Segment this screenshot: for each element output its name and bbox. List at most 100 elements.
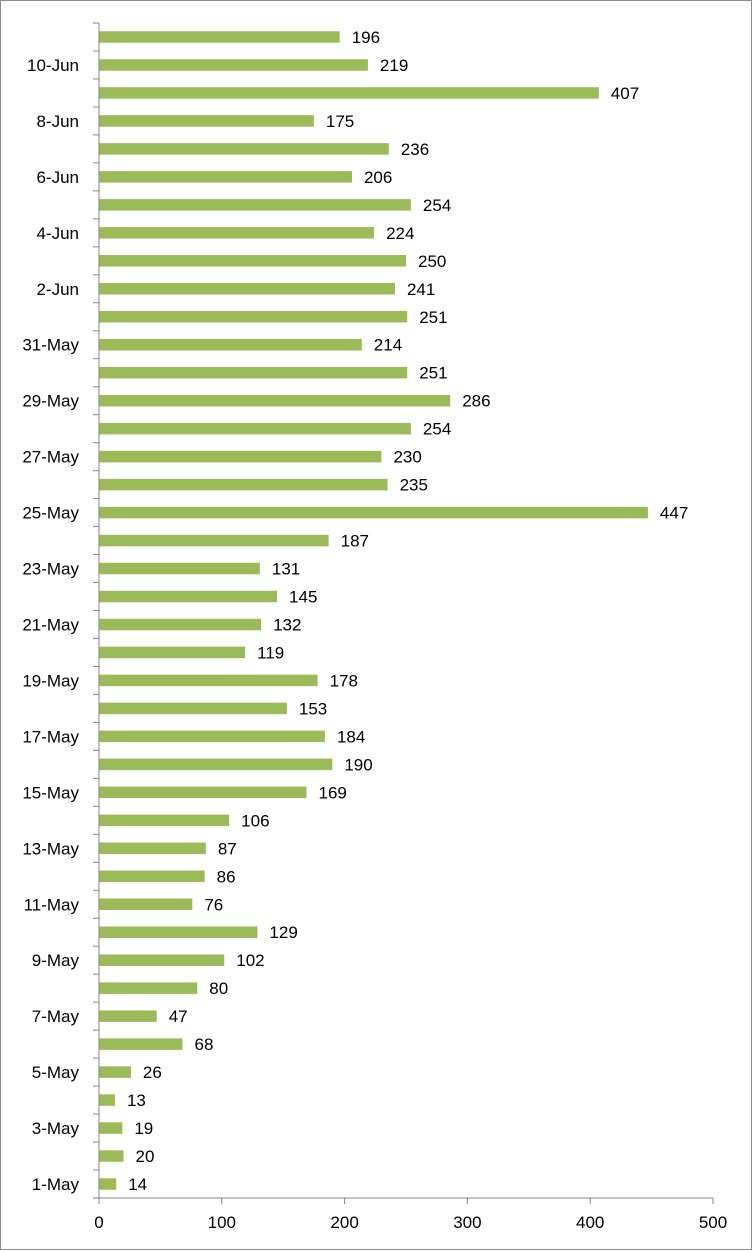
- y-tick-label-27-May: 27-May: [22, 448, 79, 467]
- y-tick-label-3-May: 3-May: [32, 1119, 80, 1138]
- data-label-25-May: 447: [660, 504, 688, 523]
- bar-4-May: [99, 1094, 115, 1106]
- y-tick-label-10-Jun: 10-Jun: [27, 56, 79, 75]
- data-label-13-May: 87: [218, 839, 237, 858]
- bar-20-May: [99, 646, 246, 659]
- bar-10-May: [99, 926, 258, 938]
- x-tick-label-300: 300: [453, 1213, 481, 1232]
- data-label-4-Jun: 224: [386, 224, 414, 243]
- bar-8-Jun: [99, 115, 314, 127]
- data-label-20-May: 119: [257, 643, 284, 662]
- bar-27-May: [99, 450, 382, 463]
- bar-16-May: [99, 758, 333, 771]
- bar-7-Jun: [99, 143, 389, 155]
- bar-12-May: [99, 870, 205, 883]
- data-label-11-Jun: 196: [352, 28, 380, 47]
- y-tick-label-8-Jun: 8-Jun: [36, 112, 79, 131]
- bar-15-May: [99, 786, 307, 799]
- data-label-3-Jun: 250: [418, 252, 446, 271]
- x-tick-label-400: 400: [576, 1213, 604, 1232]
- y-tick-label-31-May: 31-May: [22, 336, 79, 355]
- bar-25-May: [99, 506, 648, 519]
- y-tick-label-6-Jun: 6-Jun: [36, 168, 79, 187]
- data-label-18-May: 153: [299, 699, 327, 718]
- data-label-19-May: 178: [330, 671, 358, 690]
- y-tick-label-21-May: 21-May: [22, 615, 79, 634]
- bar-21-May: [99, 618, 262, 631]
- bar-30-May: [99, 366, 408, 379]
- data-label-6-Jun: 206: [364, 168, 392, 187]
- y-tick-label-25-May: 25-May: [22, 504, 79, 523]
- bar-5-May: [99, 1066, 131, 1078]
- data-label-30-May: 251: [419, 364, 447, 383]
- bar-3-Jun: [99, 255, 406, 267]
- data-label-5-Jun: 254: [423, 196, 451, 215]
- bar-13-May: [99, 842, 206, 855]
- bar-1-May: [99, 1178, 117, 1190]
- bar-11-May: [99, 898, 193, 910]
- y-tick-label-4-Jun: 4-Jun: [36, 224, 79, 243]
- bar-26-May: [99, 478, 388, 491]
- data-label-23-May: 131: [272, 560, 300, 579]
- y-tick-label-7-May: 7-May: [32, 1007, 80, 1026]
- bar-14-May: [99, 814, 230, 827]
- data-label-17-May: 184: [337, 727, 365, 746]
- data-label-15-May: 169: [319, 783, 347, 802]
- y-tick-label-9-May: 9-May: [32, 951, 80, 970]
- data-label-7-Jun: 236: [401, 140, 429, 159]
- y-tick-label-11-May: 11-May: [24, 895, 80, 914]
- bar-2-Jun: [99, 283, 395, 295]
- data-label-2-May: 20: [136, 1147, 155, 1166]
- data-label-9-Jun: 407: [611, 84, 639, 103]
- bar-18-May: [99, 702, 287, 715]
- bar-2-May: [99, 1150, 124, 1162]
- y-tick-label-29-May: 29-May: [22, 392, 79, 411]
- data-label-6-May: 68: [195, 1035, 214, 1054]
- data-label-12-May: 86: [217, 867, 236, 886]
- data-label-1-May: 14: [128, 1175, 147, 1194]
- bar-6-Jun: [99, 171, 352, 183]
- x-tick-label-500: 500: [699, 1213, 727, 1232]
- bar-10-Jun: [99, 59, 368, 71]
- y-tick-label-17-May: 17-May: [22, 727, 79, 746]
- y-tick-label-13-May: 13-May: [22, 839, 79, 858]
- data-label-4-May: 13: [127, 1091, 146, 1110]
- bar-23-May: [99, 562, 260, 575]
- data-label-26-May: 235: [400, 476, 428, 495]
- bar-31-May: [99, 338, 362, 351]
- bar-5-Jun: [99, 199, 411, 211]
- data-label-1-Jun: 251: [419, 308, 447, 327]
- data-label-24-May: 187: [341, 532, 369, 551]
- data-label-29-May: 286: [462, 392, 490, 411]
- data-label-8-May: 80: [209, 979, 228, 998]
- data-label-5-May: 26: [143, 1063, 162, 1082]
- data-label-21-May: 132: [273, 615, 301, 634]
- y-tick-label-23-May: 23-May: [22, 560, 79, 579]
- data-label-31-May: 214: [374, 336, 402, 355]
- x-tick-label-0: 0: [94, 1213, 103, 1232]
- bar-17-May: [99, 730, 325, 743]
- data-label-16-May: 190: [344, 755, 372, 774]
- bar-29-May: [99, 394, 451, 407]
- data-label-8-Jun: 175: [326, 112, 354, 131]
- bar-19-May: [99, 674, 318, 687]
- data-label-9-May: 102: [236, 951, 264, 970]
- bar-9-May: [99, 954, 225, 966]
- data-label-22-May: 145: [289, 588, 317, 607]
- data-label-10-Jun: 219: [380, 56, 408, 75]
- data-label-7-May: 47: [169, 1007, 188, 1026]
- bar-24-May: [99, 534, 329, 547]
- bar-8-May: [99, 982, 198, 994]
- data-label-14-May: 106: [241, 811, 269, 830]
- data-label-27-May: 230: [393, 448, 421, 467]
- y-tick-label-1-May: 1-May: [32, 1175, 80, 1194]
- x-tick-label-200: 200: [330, 1213, 358, 1232]
- data-label-3-May: 19: [134, 1119, 153, 1138]
- bar-9-Jun: [99, 87, 599, 99]
- y-tick-label-15-May: 15-May: [22, 783, 79, 802]
- bar-1-Jun: [99, 311, 408, 323]
- bar-22-May: [99, 590, 278, 603]
- bar-7-May: [99, 1010, 157, 1022]
